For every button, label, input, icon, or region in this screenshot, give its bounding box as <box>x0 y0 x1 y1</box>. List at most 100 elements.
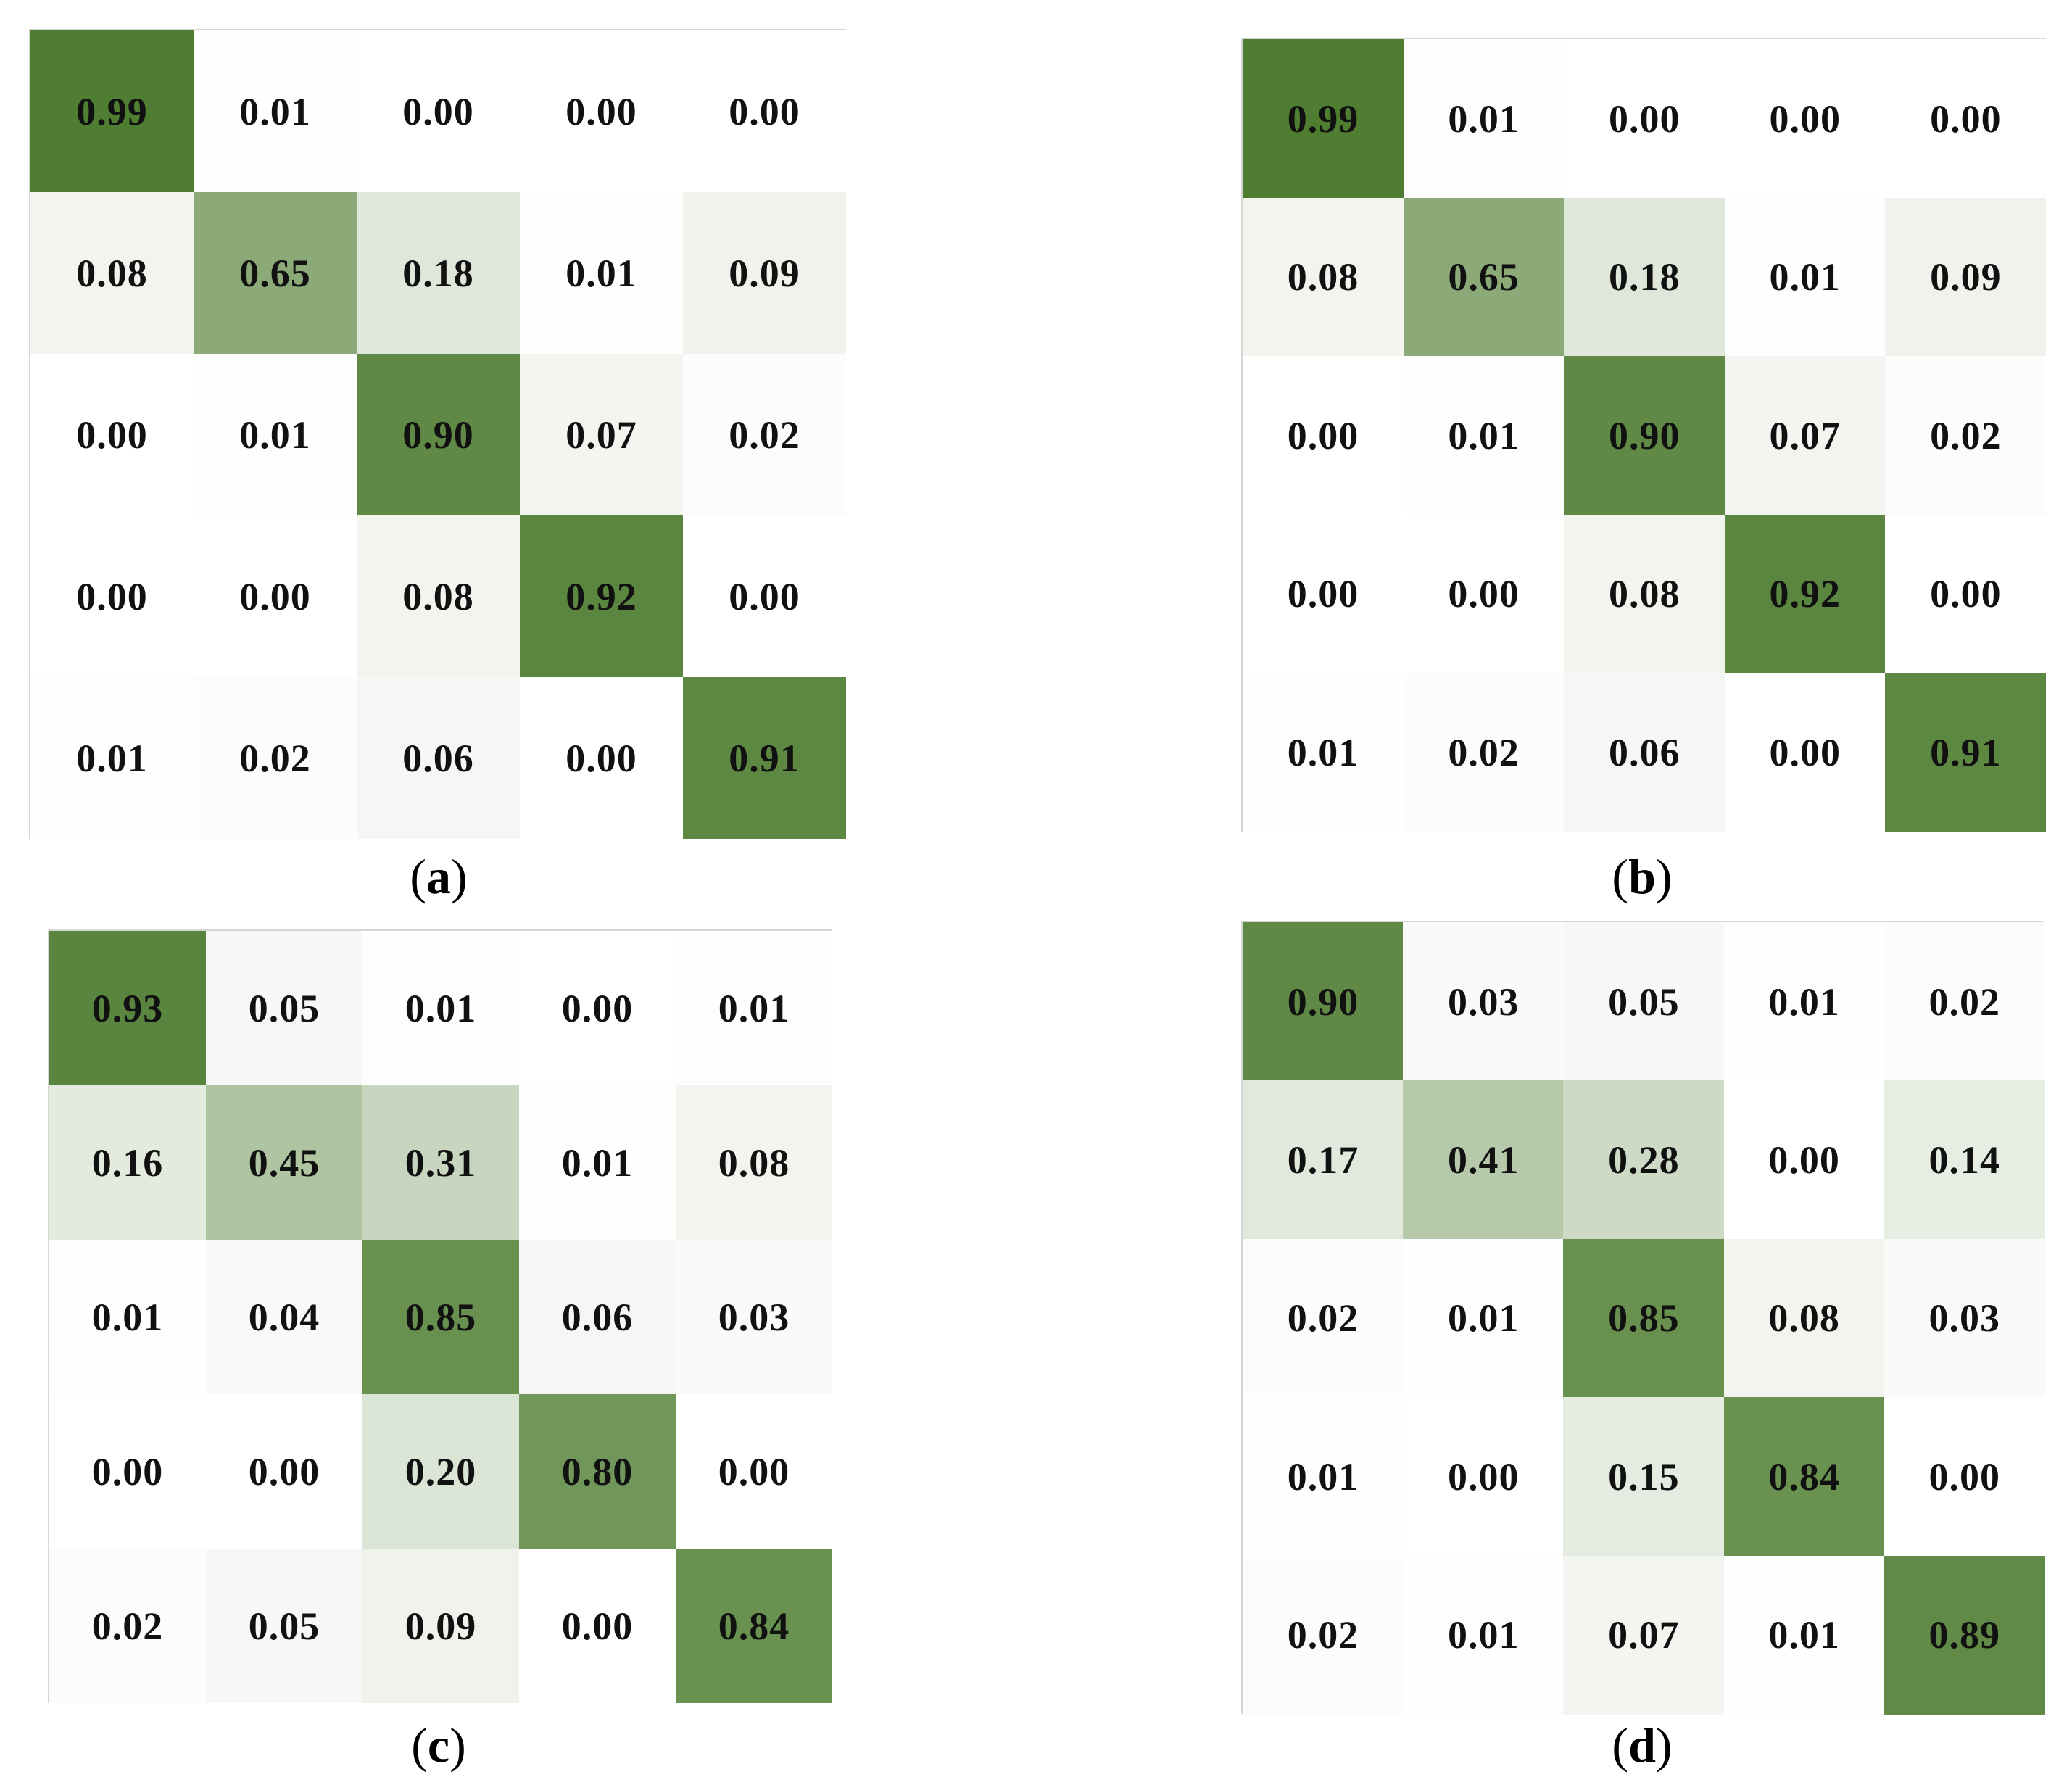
heatmap-cell-d-r5-c5: 0.89 <box>1884 1555 2045 1715</box>
heatmap-cell-a-r3-c1: 0.00 <box>30 354 194 515</box>
heatmap-cell-b-r4-c5: 0.00 <box>1885 514 2047 674</box>
heatmap-cell-b-r1-c4: 0.00 <box>1724 39 1886 198</box>
heatmap-cell-a-r1-c1: 0.99 <box>30 30 194 192</box>
heatmap-cell-c-r5-c3: 0.09 <box>362 1549 519 1703</box>
heatmap-cell-d-r4-c3: 0.15 <box>1563 1397 1725 1557</box>
confusion-matrix-c: 0.93 0.05 0.01 0.00 0.01 0.16 0.45 0.31 0.01 0.08… <box>48 929 832 1703</box>
heatmap-cell-d-r4-c5: 0.00 <box>1884 1397 2045 1557</box>
heatmap-cell-c-r1-c2: 0.05 <box>206 931 362 1085</box>
heatmap-cell-d-r2-c3: 0.28 <box>1563 1080 1725 1240</box>
heatmap-cell-c-r4-c4: 0.80 <box>519 1394 676 1549</box>
heatmap-cell-b-r1-c3: 0.00 <box>1564 39 1725 198</box>
heatmap-cell-d-r5-c3: 0.07 <box>1563 1555 1725 1715</box>
heatmap-cell-c-r3-c4: 0.06 <box>519 1240 676 1394</box>
heatmap-cell-b-r4-c4: 0.92 <box>1724 514 1886 674</box>
heatmap-cell-a-r1-c4: 0.00 <box>520 30 683 192</box>
heatmap-cell-c-r2-c5: 0.08 <box>676 1085 832 1240</box>
heatmap-cell-d-r3-c4: 0.08 <box>1723 1238 1885 1398</box>
heatmap-cell-c-r5-c1: 0.02 <box>49 1549 206 1703</box>
heatmap-cell-d-r4-c2: 0.00 <box>1403 1397 1565 1557</box>
heatmap-cell-a-r4-c1: 0.00 <box>30 515 194 677</box>
heatmap-cell-c-r2-c3: 0.31 <box>362 1085 519 1240</box>
heatmap-cell-c-r2-c4: 0.01 <box>519 1085 676 1240</box>
heatmap-cell-c-r3-c5: 0.03 <box>676 1240 832 1394</box>
heatmap-cell-d-r4-c1: 0.01 <box>1243 1397 1404 1557</box>
heatmap-cell-b-r2-c3: 0.18 <box>1564 197 1725 357</box>
confusion-matrix-a: 0.99 0.01 0.00 0.00 0.00 0.08 0.65 0.18 0.01 0.09… <box>29 29 846 839</box>
heatmap-cell-a-r2-c2: 0.65 <box>194 192 357 354</box>
heatmap-cell-c-r2-c1: 0.16 <box>49 1085 206 1240</box>
heatmap-cell-b-r2-c4: 0.01 <box>1724 197 1886 357</box>
heatmap-cell-a-r2-c5: 0.09 <box>683 192 846 354</box>
heatmap-cell-d-r1-c1: 0.90 <box>1243 922 1404 1081</box>
heatmap-cell-c-r3-c1: 0.01 <box>49 1240 206 1394</box>
heatmap-cell-d-r3-c3: 0.85 <box>1563 1238 1725 1398</box>
confusion-matrix-b: 0.99 0.01 0.00 0.00 0.00 0.08 0.65 0.18 0.01 0.09… <box>1241 38 2047 832</box>
heatmap-cell-b-r5-c4: 0.00 <box>1724 673 1886 832</box>
heatmap-cell-a-r4-c2: 0.00 <box>194 515 357 677</box>
heatmap-cell-a-r4-c3: 0.08 <box>357 515 520 677</box>
heatmap-cell-d-r1-c4: 0.01 <box>1723 922 1885 1081</box>
heatmap-cell-d-r2-c5: 0.14 <box>1884 1080 2045 1240</box>
heatmap-cell-c-r2-c2: 0.45 <box>206 1085 362 1240</box>
heatmap-cell-a-r2-c3: 0.18 <box>357 192 520 354</box>
heatmap-cell-d-r1-c5: 0.02 <box>1884 922 2045 1081</box>
heatmap-cell-b-r5-c3: 0.06 <box>1564 673 1725 832</box>
heatmap-cell-a-r3-c2: 0.01 <box>194 354 357 515</box>
heatmap-cell-d-r2-c4: 0.00 <box>1723 1080 1885 1240</box>
panel-caption-b: (b) <box>1612 849 1673 904</box>
heatmap-cell-a-r2-c1: 0.08 <box>30 192 194 354</box>
heatmap-cell-c-r1-c5: 0.01 <box>676 931 832 1085</box>
panel-caption-b-letter: b <box>1628 849 1656 904</box>
panel-caption-d: (d) <box>1612 1718 1673 1773</box>
heatmap-cell-d-r5-c1: 0.02 <box>1243 1555 1404 1715</box>
heatmap-cell-b-r4-c1: 0.00 <box>1243 514 1404 674</box>
panel-caption-d-letter: d <box>1628 1718 1656 1773</box>
heatmap-cell-c-r4-c5: 0.00 <box>676 1394 832 1549</box>
heatmap-cell-a-r3-c5: 0.02 <box>683 354 846 515</box>
heatmap-cell-c-r4-c1: 0.00 <box>49 1394 206 1549</box>
heatmap-cell-a-r5-c1: 0.01 <box>30 677 194 839</box>
heatmap-cell-a-r3-c4: 0.07 <box>520 354 683 515</box>
heatmap-cell-b-r2-c1: 0.08 <box>1243 197 1404 357</box>
panel-caption-c-letter: c <box>427 1718 450 1773</box>
heatmap-cell-b-r3-c4: 0.07 <box>1724 356 1886 515</box>
heatmap-cell-a-r3-c3: 0.90 <box>357 354 520 515</box>
heatmap-cell-a-r4-c4: 0.92 <box>520 515 683 677</box>
heatmap-cell-d-r1-c3: 0.05 <box>1563 922 1725 1081</box>
heatmap-cell-c-r5-c2: 0.05 <box>206 1549 362 1703</box>
heatmap-cell-b-r4-c2: 0.00 <box>1403 514 1565 674</box>
heatmap-cell-d-r3-c2: 0.01 <box>1403 1238 1565 1398</box>
heatmap-cell-a-r5-c2: 0.02 <box>194 677 357 839</box>
heatmap-cell-b-r4-c3: 0.08 <box>1564 514 1725 674</box>
heatmap-cell-c-r5-c5: 0.84 <box>676 1549 832 1703</box>
heatmap-cell-b-r3-c3: 0.90 <box>1564 356 1725 515</box>
heatmap-cell-d-r3-c1: 0.02 <box>1243 1238 1404 1398</box>
heatmap-cell-d-r2-c1: 0.17 <box>1243 1080 1404 1240</box>
heatmap-cell-b-r5-c2: 0.02 <box>1403 673 1565 832</box>
panel-caption-a-letter: a <box>426 849 451 904</box>
heatmap-cell-a-r2-c4: 0.01 <box>520 192 683 354</box>
heatmap-cell-c-r1-c4: 0.00 <box>519 931 676 1085</box>
heatmap-cell-d-r5-c4: 0.01 <box>1723 1555 1885 1715</box>
heatmap-cell-c-r5-c4: 0.00 <box>519 1549 676 1703</box>
heatmap-cell-c-r3-c3: 0.85 <box>362 1240 519 1394</box>
heatmap-cell-a-r4-c5: 0.00 <box>683 515 846 677</box>
heatmap-cell-d-r2-c2: 0.41 <box>1403 1080 1565 1240</box>
heatmap-cell-c-r1-c3: 0.01 <box>362 931 519 1085</box>
heatmap-cell-d-r5-c2: 0.01 <box>1403 1555 1565 1715</box>
heatmap-cell-b-r3-c5: 0.02 <box>1885 356 2047 515</box>
heatmap-cell-c-r3-c2: 0.04 <box>206 1240 362 1394</box>
heatmap-cell-a-r5-c3: 0.06 <box>357 677 520 839</box>
heatmap-cell-a-r5-c4: 0.00 <box>520 677 683 839</box>
heatmap-cell-a-r1-c3: 0.00 <box>357 30 520 192</box>
heatmap-cell-b-r5-c1: 0.01 <box>1243 673 1404 832</box>
heatmap-cell-a-r1-c5: 0.00 <box>683 30 846 192</box>
heatmap-cell-b-r1-c1: 0.99 <box>1243 39 1404 198</box>
heatmap-cell-d-r1-c2: 0.03 <box>1403 922 1565 1081</box>
heatmap-cell-c-r1-c1: 0.93 <box>49 931 206 1085</box>
confusion-matrix-d: 0.90 0.03 0.05 0.01 0.02 0.17 0.41 0.28 0.00 0.14… <box>1241 921 2045 1715</box>
heatmap-cell-d-r3-c5: 0.03 <box>1884 1238 2045 1398</box>
heatmap-cell-b-r3-c1: 0.00 <box>1243 356 1404 515</box>
heatmap-cell-b-r1-c2: 0.01 <box>1403 39 1565 198</box>
